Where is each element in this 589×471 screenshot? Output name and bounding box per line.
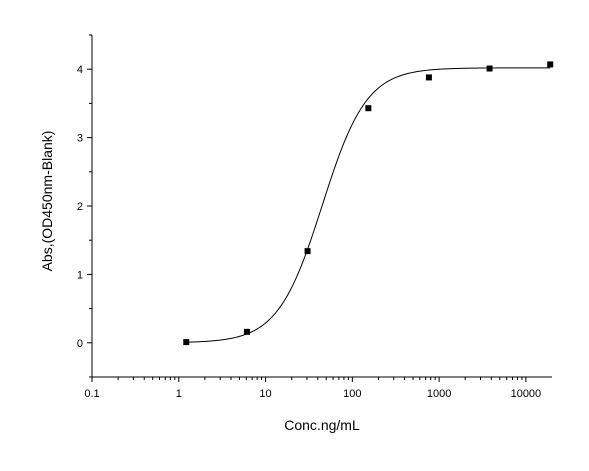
y-axis-title: Abs,(OD450nm-Blank) [39,131,55,272]
data-point [304,248,311,255]
data-point [486,65,493,72]
x-tick-label: 10 [259,388,271,400]
y-tick-label: 2 [77,201,83,213]
y-axis-ticks: 0 1 2 3 4 [77,34,92,378]
y-tick-label: 3 [77,133,83,145]
data-point [547,61,554,68]
data-point [243,328,250,335]
data-points [183,61,554,346]
y-tick-label: 1 [77,269,83,281]
y-tick-label: 4 [77,64,83,76]
x-tick-label: 1000 [427,388,451,400]
x-axis-title: Conc.ng/mL [284,417,360,433]
y-tick-label: 0 [77,338,83,350]
data-point [425,74,432,81]
data-point [183,339,190,346]
x-tick-label: 1 [176,388,182,400]
x-tick-label: 100 [343,388,361,400]
x-axis-ticks: 0.1 1 10 100 1000 10000 [84,377,541,400]
x-tick-label: 0.1 [84,388,99,400]
x-tick-label: 10000 [511,388,542,400]
data-point [365,105,372,112]
